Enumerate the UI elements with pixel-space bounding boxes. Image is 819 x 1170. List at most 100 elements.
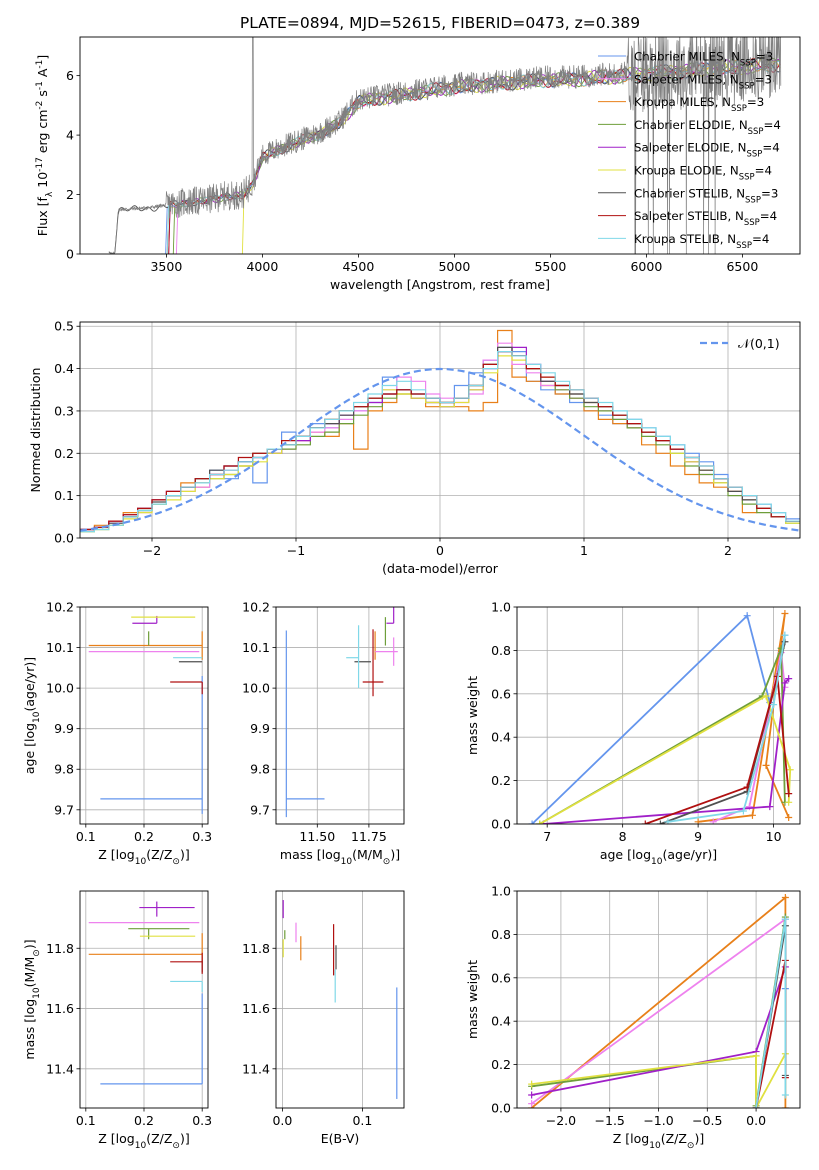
y-tick-label: 11.4 bbox=[242, 1061, 270, 1076]
x-tick-label: 3500 bbox=[150, 259, 182, 274]
y-tick-label: 0.0 bbox=[491, 1101, 511, 1116]
y-tick-label: 0.4 bbox=[54, 361, 74, 376]
y-tick-label: 0.3 bbox=[54, 403, 74, 418]
spectrum-legend: Chabrier MILES, NSSP​=3 Salpeter MILES, N… bbox=[598, 50, 781, 251]
errorbar-point bbox=[386, 607, 395, 624]
x-tick-label: 8 bbox=[619, 829, 627, 844]
ebv_vs_mass-axes: 0.0 0.1 11.4 11.6 11.8 E(B-V) bbox=[242, 890, 405, 1146]
x-tick-label: 0.3 bbox=[192, 1113, 212, 1128]
y-tick-label: 1.0 bbox=[491, 884, 511, 899]
x-tick-label: 9 bbox=[694, 829, 702, 844]
legend-label: 𝒩(0,1) bbox=[738, 336, 780, 351]
y-tick-label: 10.0 bbox=[46, 681, 74, 696]
x-tick-label: 5500 bbox=[534, 259, 566, 274]
x-tick-label: 0.3 bbox=[192, 829, 212, 844]
legend-label: Kroupa STELIB, NSSP​=4 bbox=[634, 232, 769, 251]
age_vs_weight-ticks: 7 8 9 10 0.0 0.2 0.4 0.6 0.8 1.0 bbox=[491, 600, 781, 845]
weight-marker bbox=[781, 1091, 789, 1099]
x-tick-label: 5000 bbox=[438, 259, 470, 274]
x-tick-label: 0.0 bbox=[272, 1113, 292, 1128]
errorbar-point bbox=[139, 901, 195, 917]
weight-marker bbox=[752, 1052, 760, 1060]
x-tick-label: −2 bbox=[143, 543, 161, 558]
x-tick-label: 6500 bbox=[726, 259, 758, 274]
weight-marker bbox=[694, 818, 702, 824]
weight-marker bbox=[536, 820, 544, 824]
age_vs_weight-axes: 7 8 9 10 0.0 0.2 0.4 0.6 0.8 1.0 age [log10​(age/y… bbox=[465, 600, 801, 867]
x-tick-label: 4500 bbox=[342, 259, 374, 274]
residuals-x-axis-label: (data-model)/error bbox=[382, 561, 499, 576]
x-tick-label: 0.1 bbox=[76, 829, 96, 844]
weight-line bbox=[531, 1053, 787, 1108]
weight-marker bbox=[781, 679, 789, 687]
y-tick-label: 0.2 bbox=[491, 1057, 511, 1072]
errorbar-point bbox=[375, 637, 398, 666]
y-tick-label: 11.6 bbox=[242, 1001, 270, 1016]
x-tick-label: 11.75 bbox=[351, 829, 387, 844]
weight-marker bbox=[785, 813, 793, 821]
weight-series bbox=[664, 631, 789, 824]
x-tick-label: 0.1 bbox=[76, 1113, 96, 1128]
errorbar-point bbox=[170, 980, 203, 992]
weight-series bbox=[536, 692, 794, 824]
legend-label: Chabrier STELIB, NSSP​=3 bbox=[634, 186, 778, 205]
z_vs_weight-plot-area bbox=[528, 894, 789, 1108]
z_vs_weight-frame bbox=[516, 890, 801, 1109]
spectrum-y-axis-label: Flux [fλ​ 10-17​ erg cm-2​ s-1​ A-1​] bbox=[35, 55, 55, 237]
weight-marker bbox=[528, 820, 536, 824]
errorbar-point bbox=[128, 928, 190, 940]
y-tick-label: 10.2 bbox=[242, 600, 270, 615]
residuals-y-axis-label: Normed distribution bbox=[28, 368, 43, 493]
weight-marker bbox=[766, 803, 774, 811]
y-tick-label: 0.1 bbox=[54, 488, 74, 503]
observed-spectrum-line bbox=[109, 37, 782, 254]
weight-marker bbox=[781, 915, 789, 923]
weight-marker bbox=[528, 1080, 536, 1088]
x-tick-label: 2 bbox=[724, 543, 732, 558]
legend-label: Salpeter STELIB, NSSP​=4 bbox=[634, 209, 777, 228]
spectrum-ticks: 3500 4000 4500 5000 5500 6000 6500 0 2 4 6 bbox=[66, 68, 758, 274]
legend-label: Salpeter ELODIE, NSSP​=4 bbox=[634, 141, 780, 160]
y-tick-label: 9.8 bbox=[54, 762, 74, 777]
x-tick-label: 11.50 bbox=[299, 829, 335, 844]
weight-marker bbox=[528, 1091, 536, 1099]
x-tick-label: −2.0 bbox=[546, 1113, 576, 1128]
z_vs_mass-y-axis-label: mass [log10​(M/M⊙​)] bbox=[22, 939, 42, 1059]
residuals-frame bbox=[79, 321, 801, 539]
age_vs_weight-y-axis-label: mass weight bbox=[465, 676, 480, 755]
legend-label: Kroupa MILES, NSSP​=3 bbox=[634, 95, 764, 114]
weight-line bbox=[539, 694, 792, 824]
x-tick-label: 0.2 bbox=[134, 829, 154, 844]
z_vs_weight-axes: −2.0 −1.5 −1.0 −0.5 0.0 0.0 0.2 0.4 0.6 0.8 1.0 Z [… bbox=[465, 884, 801, 1151]
x-tick-label: 7 bbox=[543, 829, 551, 844]
weight-series bbox=[528, 1050, 789, 1108]
y-tick-label: 10.0 bbox=[242, 681, 270, 696]
z_vs_age-x-axis-label: Z [log10​(Z/Z⊙​)] bbox=[98, 847, 189, 867]
x-tick-label: 10 bbox=[766, 829, 782, 844]
y-tick-label: 11.8 bbox=[242, 941, 270, 956]
z_vs_age-plot-area bbox=[88, 615, 203, 814]
y-tick-label: 0.8 bbox=[491, 927, 511, 942]
z_vs_age-y-axis-label: age [log10​(age/yr)] bbox=[22, 657, 42, 774]
weight-marker bbox=[762, 692, 770, 700]
y-tick-label: 9.7 bbox=[250, 802, 270, 817]
age_vs_weight-plot-area bbox=[528, 610, 794, 824]
weight-line bbox=[644, 676, 790, 824]
legend-label: Kroupa ELODIE, NSSP​=4 bbox=[634, 164, 772, 183]
y-tick-label: 0.0 bbox=[54, 531, 74, 546]
weight-marker bbox=[748, 811, 756, 819]
z_vs_weight-y-axis-label: mass weight bbox=[465, 960, 480, 1039]
x-tick-label: 0.2 bbox=[134, 1113, 154, 1128]
y-tick-label: 10.2 bbox=[46, 600, 74, 615]
y-tick-label: 0.2 bbox=[54, 446, 74, 461]
weight-marker bbox=[743, 612, 751, 620]
y-tick-label: 11.6 bbox=[46, 1001, 74, 1016]
x-tick-label: 0.0 bbox=[746, 1113, 766, 1128]
legend-label: Chabrier ELODIE, NSSP​=4 bbox=[634, 118, 781, 137]
weight-marker bbox=[770, 701, 778, 709]
weight-marker bbox=[762, 761, 770, 769]
spectrum-frame bbox=[79, 36, 801, 255]
y-tick-label: 4 bbox=[66, 128, 74, 143]
ebv_vs_mass-plot-area bbox=[282, 900, 398, 1099]
